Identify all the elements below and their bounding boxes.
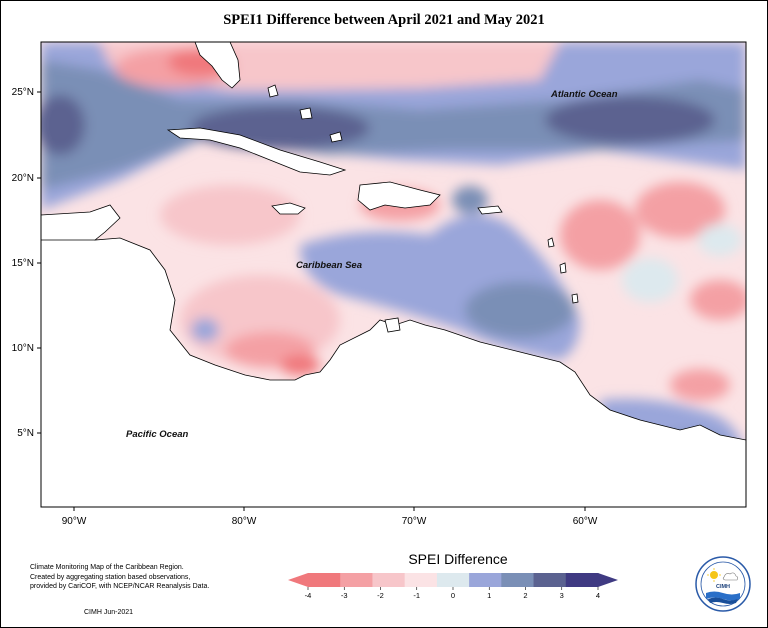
legend-tick-label: -2 <box>377 591 384 600</box>
latitude-labels: 25°N 20°N 15°N 10°N 5°N <box>12 87 34 439</box>
legend-bin <box>469 573 502 587</box>
latitude-axis <box>37 91 41 434</box>
legend-tick-label: -3 <box>341 591 348 600</box>
logo-text: CIMH <box>716 584 730 590</box>
longitude-labels: 90°W 80°W 70°W 60°W <box>62 516 598 527</box>
lat-label-20: 20°N <box>12 173 34 184</box>
cimh-logo-icon: CIMH <box>695 556 751 612</box>
caribbean-sea-label: Caribbean Sea <box>296 260 362 271</box>
legend-bin <box>565 573 599 587</box>
atlantic-ocean-label: Atlantic Ocean <box>550 89 618 100</box>
credit-line-2: Created by aggregating station based obs… <box>30 573 191 581</box>
legend-bin <box>436 573 470 587</box>
legend-title: SPEI Difference <box>408 551 508 567</box>
legend-bin <box>372 573 406 587</box>
land-areas <box>41 42 746 507</box>
lat-label-5: 5°N <box>17 428 34 439</box>
legend-bin <box>404 573 438 587</box>
credit-line-1: Climate Monitoring Map of the Caribbean … <box>30 564 184 571</box>
lon-label-70: 70°W <box>402 516 427 527</box>
spei-field <box>41 42 746 507</box>
legend-tick-label: -4 <box>305 591 312 600</box>
legend-tick-label: 3 <box>560 591 564 600</box>
pacific-ocean-label: Pacific Ocean <box>126 429 189 440</box>
legend-tick-label: 1 <box>487 591 491 600</box>
legend-tick-label: 0 <box>451 591 455 600</box>
lon-label-60: 60°W <box>573 516 598 527</box>
legend-tick-label: 4 <box>596 591 600 600</box>
legend-tick-label: -1 <box>413 591 420 600</box>
lon-label-90: 90°W <box>62 516 87 527</box>
credit-line-3: provided by CariCOF, with NCEP/NCAR Rean… <box>30 583 210 590</box>
legend-bin <box>308 573 341 587</box>
lat-label-15: 15°N <box>12 258 34 269</box>
map-title: SPEI1 Difference between April 2021 and … <box>223 12 545 28</box>
legend-bin <box>501 573 535 587</box>
legend-extend-high <box>598 573 618 587</box>
lat-label-10: 10°N <box>12 343 34 354</box>
map-border <box>40 41 747 508</box>
legend-bin <box>340 573 373 587</box>
longitude-axis <box>73 507 586 511</box>
credit-date: CIMH Jun-2021 <box>84 609 134 616</box>
legend-extend-low <box>288 573 308 587</box>
legend-colorbar: -4 -3 -2 -1 0 1 2 3 4 <box>288 573 618 600</box>
lat-label-25: 25°N <box>12 87 34 98</box>
credit-text: Climate Monitoring Map of the Caribbean … <box>30 563 250 592</box>
legend-tick-label: 2 <box>523 591 527 600</box>
legend-bin <box>533 573 567 587</box>
lon-label-80: 80°W <box>232 516 257 527</box>
